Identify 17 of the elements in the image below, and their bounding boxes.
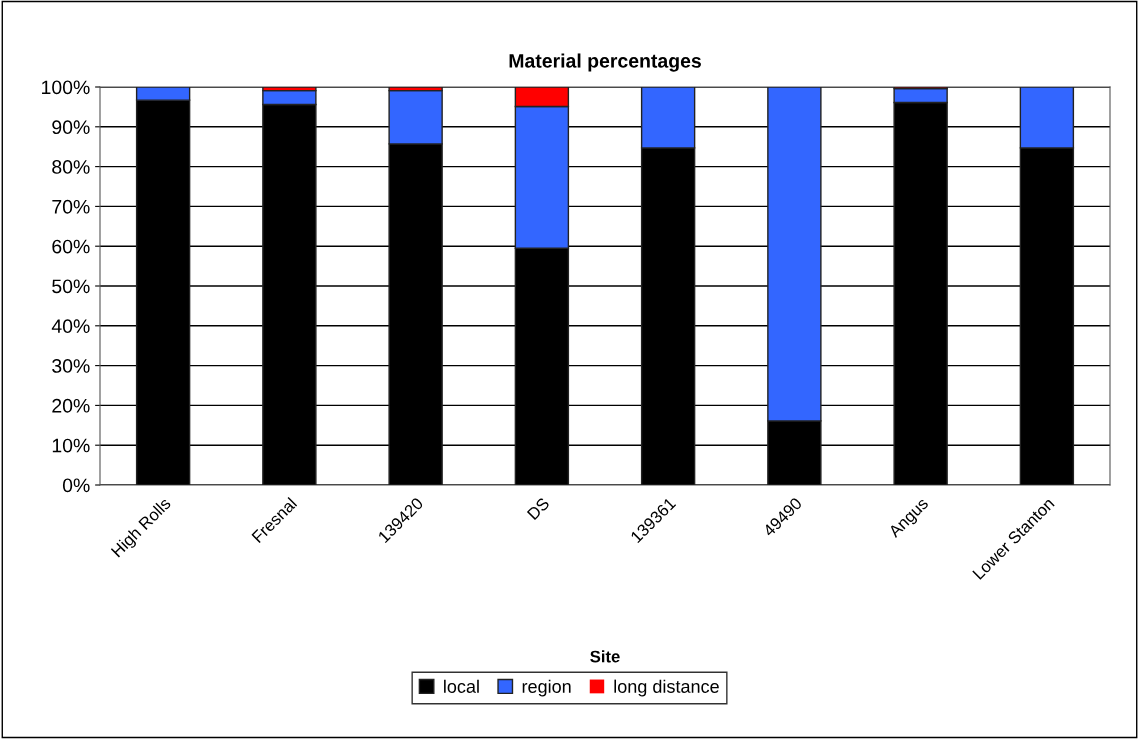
y-tick-label: 70%	[52, 199, 90, 214]
x-axis-title: Site	[590, 650, 620, 663]
x-tick-label: DS	[526, 496, 550, 521]
legend-label: long distance	[614, 679, 719, 697]
y-tick-label: 80%	[52, 160, 90, 174]
legend-label: region	[522, 679, 571, 697]
chart-title: Material percentages	[509, 53, 701, 72]
y-tick-label: 30%	[52, 359, 90, 373]
y-tick-label: 40%	[51, 319, 90, 334]
y-tick-label: 60%	[52, 239, 90, 254]
legend-label: local	[444, 679, 479, 693]
y-tick-label: 0%	[62, 478, 90, 493]
y-tick-label: 50%	[52, 279, 90, 294]
y-tick-label: 10%	[52, 438, 90, 453]
y-tick-label: 100%	[42, 80, 90, 95]
y-tick-label: 20%	[52, 398, 90, 413]
y-tick-label: 90%	[52, 120, 90, 135]
